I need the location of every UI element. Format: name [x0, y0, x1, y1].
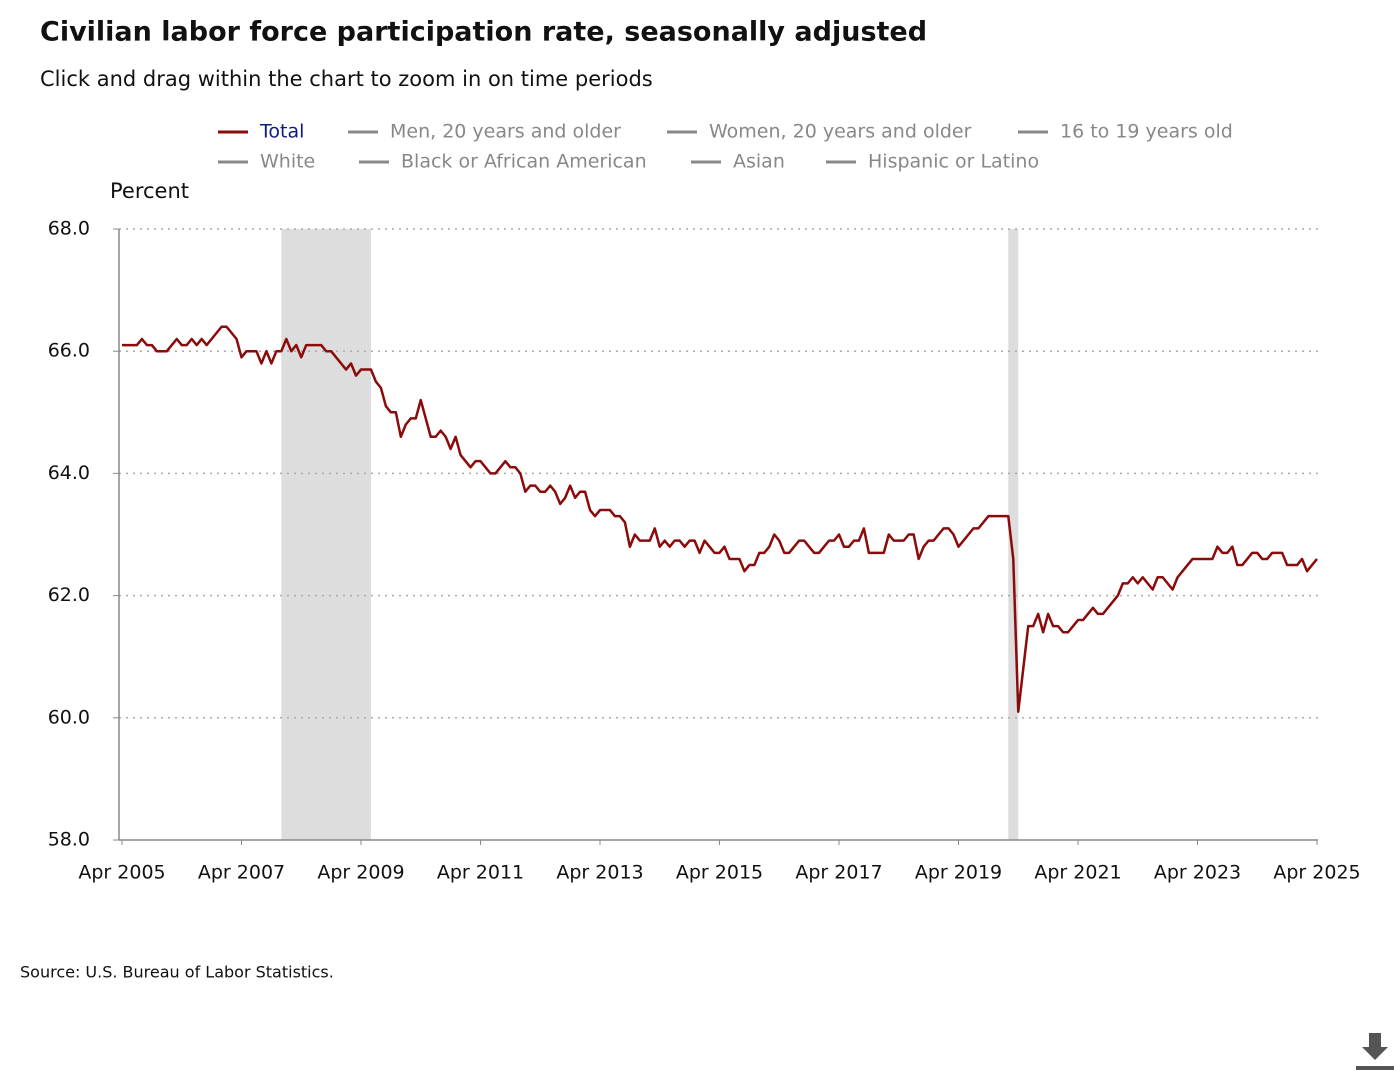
chart-title: Civilian labor force participation rate,…: [40, 17, 927, 48]
y-tick-label: 68.0: [48, 218, 90, 240]
legend-label[interactable]: Women, 20 years and older: [709, 121, 972, 143]
recession-band: [1008, 229, 1019, 840]
legend-label[interactable]: Total: [259, 121, 304, 143]
x-tick-label: Apr 2009: [317, 862, 404, 884]
x-tick-label: Apr 2013: [556, 862, 643, 884]
x-tick-label: Apr 2023: [1154, 862, 1241, 884]
y-axis-label: Percent: [110, 179, 189, 203]
recession-band: [281, 229, 371, 840]
legend-label[interactable]: Hispanic or Latino: [868, 151, 1039, 173]
x-tick-label: Apr 2007: [198, 862, 285, 884]
x-tick-label: Apr 2015: [676, 862, 763, 884]
y-tick-label: 66.0: [48, 340, 90, 362]
y-tick-label: 64.0: [48, 462, 90, 484]
legend-label[interactable]: White: [260, 151, 315, 173]
x-tick-label: Apr 2025: [1273, 862, 1360, 884]
y-tick-label: 60.0: [48, 706, 90, 728]
x-tick-label: Apr 2019: [915, 862, 1002, 884]
download-button[interactable]: [1352, 1030, 1396, 1074]
legend-label[interactable]: 16 to 19 years old: [1060, 121, 1233, 143]
data-line: [122, 325, 1318, 713]
legend-label[interactable]: Asian: [733, 151, 785, 173]
source-note: Source: U.S. Bureau of Labor Statistics.: [20, 963, 334, 982]
y-tick-label: 62.0: [48, 584, 90, 606]
download-tray[interactable]: [1356, 1066, 1394, 1070]
legend-label[interactable]: Black or African American: [401, 151, 647, 173]
x-tick-label: Apr 2017: [795, 862, 882, 884]
legend-label[interactable]: Men, 20 years and older: [390, 121, 621, 143]
x-tick-label: Apr 2011: [437, 862, 524, 884]
x-tick-label: Apr 2021: [1034, 862, 1121, 884]
y-tick-label: 58.0: [48, 829, 90, 851]
download-arrow[interactable]: [1362, 1033, 1388, 1060]
chart-subtitle: Click and drag within the chart to zoom …: [40, 67, 653, 91]
x-tick-label: Apr 2005: [78, 862, 165, 884]
